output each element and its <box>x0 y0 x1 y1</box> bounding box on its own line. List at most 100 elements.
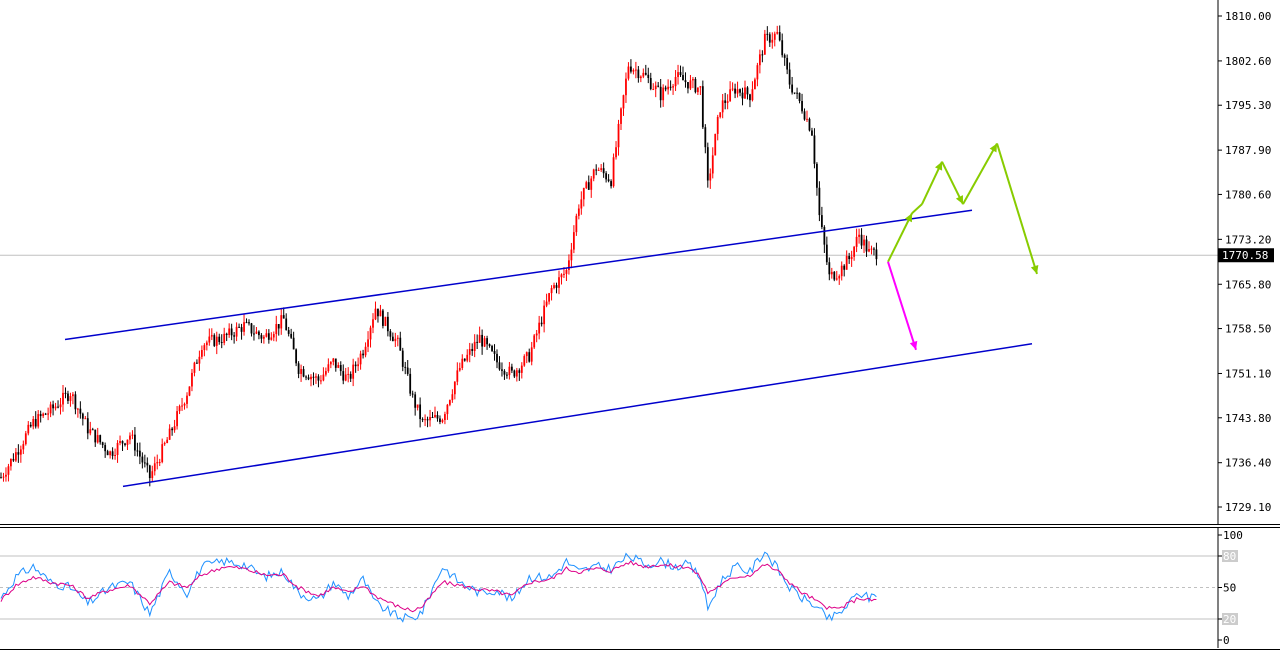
candle-body <box>280 315 283 329</box>
candle-body <box>741 92 744 99</box>
candle-body <box>726 101 729 103</box>
candle-body <box>243 322 245 332</box>
candle-body <box>716 116 719 134</box>
candle-body <box>359 353 362 365</box>
price-tick-label: 1736.40 <box>1225 457 1271 470</box>
candle-body <box>49 404 52 414</box>
candle-body <box>334 358 337 368</box>
candle-body <box>153 463 156 472</box>
candle-body <box>776 32 779 34</box>
candle-body <box>662 87 665 101</box>
price-tick-label: 1787.90 <box>1225 144 1271 157</box>
candle-body <box>57 406 59 408</box>
candle-body <box>783 55 786 58</box>
candle-body <box>751 89 754 101</box>
bullish-scenario-head <box>1030 265 1039 274</box>
candle-body <box>213 335 216 346</box>
scenario-arrows <box>887 142 1039 351</box>
candle-body <box>96 435 99 443</box>
candle-body <box>404 366 407 368</box>
candle-body <box>277 324 280 329</box>
candle-body <box>389 331 392 337</box>
candle-body <box>317 376 320 381</box>
candle-body <box>746 87 749 95</box>
candle-body <box>215 336 218 346</box>
candle-body <box>781 40 784 56</box>
candle-body <box>823 227 826 245</box>
candle-body <box>731 88 734 90</box>
candle-body <box>416 404 419 408</box>
candle-body <box>14 452 17 461</box>
candle-body <box>386 316 389 332</box>
candle-body <box>719 112 722 117</box>
candle-body <box>659 86 662 101</box>
candle-body <box>754 79 756 90</box>
candle-body <box>148 465 151 479</box>
candle-body <box>441 420 444 423</box>
candle-body <box>54 406 57 409</box>
candle-body <box>711 155 714 174</box>
candle-body <box>275 324 278 335</box>
candle-body <box>426 419 429 421</box>
candle-body <box>124 443 126 445</box>
bullish-scenario-head <box>955 195 963 205</box>
candle-body <box>699 86 702 88</box>
candle-body <box>704 127 707 148</box>
candle-body <box>59 404 62 408</box>
oscillator-tick-label: 80 <box>1223 550 1236 563</box>
candle-body <box>597 169 600 171</box>
price-tick-label: 1795.30 <box>1225 99 1271 112</box>
candle-body <box>778 32 781 41</box>
candle-body <box>602 168 605 174</box>
candle-body <box>734 88 736 94</box>
candle-body <box>540 322 543 325</box>
channel-upper-line <box>64 209 973 341</box>
candle-body <box>238 326 240 328</box>
candle-body <box>151 471 154 479</box>
candle-body <box>515 370 518 377</box>
candle-body <box>486 338 488 345</box>
candle-body <box>10 458 12 467</box>
candle-body <box>52 404 54 409</box>
candle-body <box>406 367 409 374</box>
candle-body <box>431 417 434 419</box>
candle-body <box>461 358 464 368</box>
candle-body <box>843 265 846 270</box>
candle-body <box>491 345 493 352</box>
candle-body <box>367 339 369 347</box>
candle-body <box>230 328 233 336</box>
candle-body <box>639 76 642 79</box>
price-tick-label: 1773.20 <box>1225 233 1271 246</box>
candle-body <box>310 376 312 380</box>
candle-body <box>739 89 741 93</box>
candle-body <box>694 79 697 93</box>
candle-body <box>287 330 290 334</box>
candle-body <box>838 276 841 279</box>
candle-body <box>377 308 379 317</box>
candle-body <box>141 456 144 463</box>
candle-body <box>265 333 268 337</box>
candle-body <box>218 336 221 343</box>
candle-body <box>825 244 828 263</box>
candle-body <box>86 418 89 434</box>
candle-body <box>69 396 72 401</box>
candle-body <box>756 65 759 80</box>
candle-body <box>523 356 526 366</box>
candle-body <box>5 474 7 477</box>
candle-body <box>553 285 555 289</box>
candle-body <box>72 394 74 397</box>
candle-body <box>411 393 414 395</box>
price-tick-label: 1765.80 <box>1225 278 1271 291</box>
candle-body <box>478 334 481 343</box>
candle-body <box>828 262 831 275</box>
candle-body <box>312 376 315 378</box>
candle-body <box>223 333 226 343</box>
candle-body <box>17 452 20 455</box>
candle-body <box>240 327 243 332</box>
candle-body <box>327 364 330 372</box>
candle-body <box>788 69 791 85</box>
candle-body <box>761 54 764 56</box>
candle-body <box>709 173 712 181</box>
candle-body <box>568 260 570 271</box>
candle-body <box>575 215 578 233</box>
